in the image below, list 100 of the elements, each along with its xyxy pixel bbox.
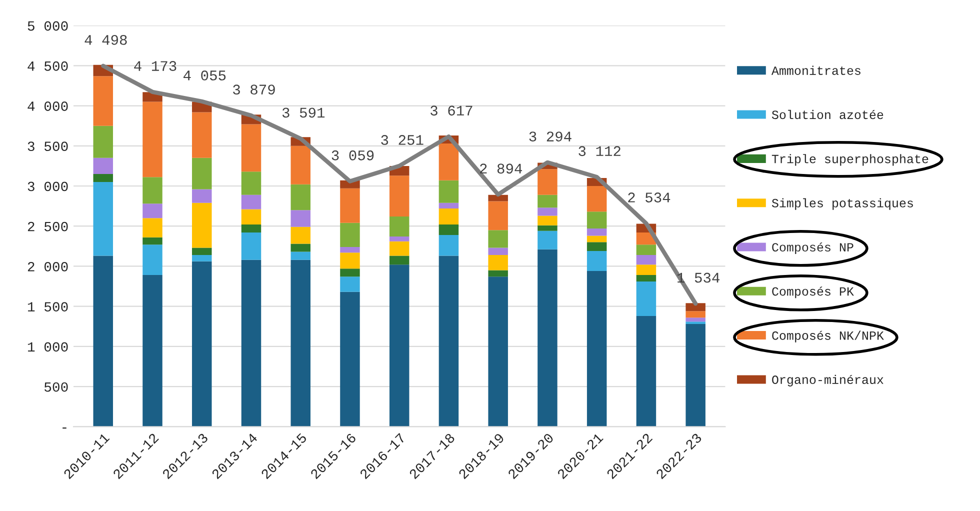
bar (488, 270, 508, 277)
bar (438, 234, 459, 256)
bar (538, 169, 558, 195)
bar (586, 242, 607, 251)
bar (290, 184, 310, 210)
bar (438, 208, 459, 225)
bar (488, 194, 508, 202)
y-tick-label: 1 500 (28, 302, 68, 312)
bar (241, 232, 262, 260)
data-label: 2 534 (628, 192, 670, 202)
bar (438, 202, 459, 208)
bar (192, 189, 212, 203)
y-tick-label: 2 000 (28, 262, 68, 272)
legend-label: Composés NK/NPK (772, 330, 884, 342)
data-label: 2 894 (480, 164, 522, 174)
bar (438, 180, 459, 203)
data-label: 4 173 (134, 61, 176, 71)
bar (93, 126, 113, 158)
bar (93, 158, 113, 174)
bar (488, 248, 508, 255)
bar (142, 275, 162, 427)
bar (538, 194, 558, 208)
bar (389, 241, 410, 256)
legend-label: Solution azotée (772, 110, 884, 120)
bar (142, 244, 162, 276)
bar (636, 255, 656, 265)
y-tick-label: 500 (44, 382, 68, 392)
bar (586, 271, 607, 427)
bar (290, 252, 310, 260)
bar (93, 76, 113, 126)
legend-label: Organo-minéraux (772, 374, 884, 386)
bar (686, 324, 706, 427)
bar (192, 112, 212, 158)
bar (389, 216, 410, 237)
y-tick-label: - (62, 427, 66, 429)
bar (290, 260, 310, 427)
bar (241, 209, 262, 225)
bar (142, 237, 162, 245)
data-label: 3 251 (381, 135, 424, 145)
bar (93, 256, 113, 427)
bar (290, 226, 310, 244)
y-tick-label: 3 000 (28, 182, 68, 192)
bar (142, 204, 162, 218)
data-label: 3 617 (430, 106, 472, 116)
y-tick-label: 3 500 (28, 142, 68, 152)
bar (538, 230, 558, 250)
bar (192, 158, 212, 190)
bar (241, 194, 262, 210)
data-label: 3 879 (233, 84, 275, 95)
bar (686, 318, 706, 322)
bar (142, 218, 162, 238)
data-label: 3 591 (282, 108, 325, 118)
bar (241, 260, 262, 427)
bar (192, 261, 212, 427)
bar (340, 276, 360, 292)
y-tick-label: 4 500 (28, 61, 68, 71)
y-tick-label: 5 000 (28, 21, 68, 31)
bar (586, 236, 607, 242)
bar (438, 256, 459, 427)
bar (538, 225, 558, 231)
bar (241, 124, 262, 172)
bar (586, 186, 607, 212)
bar (142, 177, 162, 204)
legend-label: Simples potassiques (772, 198, 913, 210)
bar (340, 188, 360, 223)
bar (290, 146, 310, 184)
bar (241, 224, 262, 233)
bar (438, 224, 459, 235)
bar (192, 202, 212, 248)
data-label: 3 059 (332, 150, 374, 160)
bar (389, 176, 410, 216)
bar (438, 143, 459, 180)
bar (636, 316, 656, 427)
bar (538, 249, 558, 427)
bar (488, 230, 508, 248)
bar (586, 228, 607, 236)
y-tick-label: 1 000 (28, 342, 68, 352)
legend-label: Ammonitrates (771, 66, 860, 75)
bar (192, 255, 212, 262)
bar (488, 276, 508, 427)
y-tick-label: 2 500 (28, 222, 68, 232)
bar (241, 172, 262, 195)
data-label: 3 294 (529, 132, 572, 142)
bar (340, 222, 360, 247)
legend-label: Triple superphosphate (772, 154, 928, 166)
bar (686, 303, 706, 312)
bar (290, 244, 310, 252)
bar (538, 208, 558, 216)
legend-label: Composés PK (772, 286, 854, 298)
legend-label: Composés NP (772, 242, 854, 254)
bar (389, 256, 410, 265)
bar (636, 281, 656, 316)
data-label: 4 498 (84, 34, 127, 45)
bar (389, 236, 410, 242)
bar (488, 255, 508, 270)
bar (93, 182, 113, 256)
bar (340, 252, 360, 269)
bar (192, 248, 212, 255)
bar (340, 268, 360, 277)
bar (586, 212, 607, 229)
